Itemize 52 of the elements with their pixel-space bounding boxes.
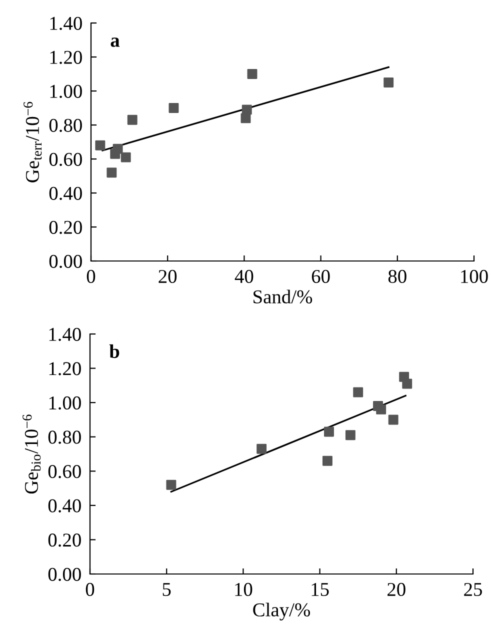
point	[345, 430, 356, 440]
x-tick-label: 15	[312, 582, 329, 596]
y-tick-label: 0.00	[49, 254, 82, 268]
point	[242, 104, 252, 115]
x-tick-label: 100	[461, 270, 488, 284]
x-tick-label: 5	[162, 583, 171, 596]
point	[384, 78, 394, 88]
x-tick-label: 40	[234, 270, 254, 284]
point	[127, 114, 138, 125]
point	[95, 140, 106, 150]
y-tick-label: 1.00	[49, 396, 81, 410]
point	[106, 168, 117, 178]
point	[376, 404, 386, 414]
point	[166, 480, 176, 490]
y-tick-label: 0.40	[49, 186, 82, 200]
x-tick-label: 80	[388, 270, 406, 284]
x-tick-label: 25	[464, 582, 482, 596]
y-tick-label: 0.20	[48, 534, 81, 547]
x-tick-label: 20	[158, 270, 177, 284]
y-tick-label: 0.40	[48, 499, 81, 512]
y-tick-label: 0.00	[48, 568, 81, 582]
x-tick-label: 0	[86, 270, 96, 284]
point	[120, 152, 131, 162]
y-axis-title: Ge$_{terr}$/10$^{−6}$	[24, 102, 42, 182]
y-tick-label: 1.20	[49, 362, 81, 376]
point	[247, 69, 258, 79]
annotation: b	[109, 344, 120, 358]
point	[353, 387, 364, 398]
x-tick-label: 0	[86, 582, 94, 596]
y-axis-title: Ge$_{bio}$/10$^{−6}$	[22, 414, 41, 494]
point	[112, 144, 123, 154]
y-tick-label: 0.80	[48, 430, 81, 444]
x-tick-label: 60	[312, 270, 330, 284]
x-tick-label: 20	[388, 582, 406, 596]
y-tick-label: 0.60	[49, 152, 82, 166]
x-axis-title: Clay/%	[253, 602, 310, 620]
y-tick-label: 1.20	[50, 50, 82, 64]
y-tick-label: 1.40	[50, 16, 82, 30]
y-tick-label: 0.60	[48, 464, 81, 478]
point	[322, 456, 332, 466]
y-tick-label: 1.40	[49, 328, 81, 342]
y-tick-label: 0.20	[49, 220, 82, 234]
point	[402, 378, 412, 389]
y-tick-label: 0.80	[49, 118, 82, 132]
y-tick-label: 1.00	[50, 84, 82, 98]
x-axis-title: Sand/%	[254, 290, 312, 304]
point	[388, 414, 398, 425]
point	[324, 426, 334, 437]
point	[168, 103, 179, 113]
x-tick-label: 10	[235, 582, 252, 596]
point	[256, 444, 267, 454]
annotation: a	[110, 38, 120, 47]
